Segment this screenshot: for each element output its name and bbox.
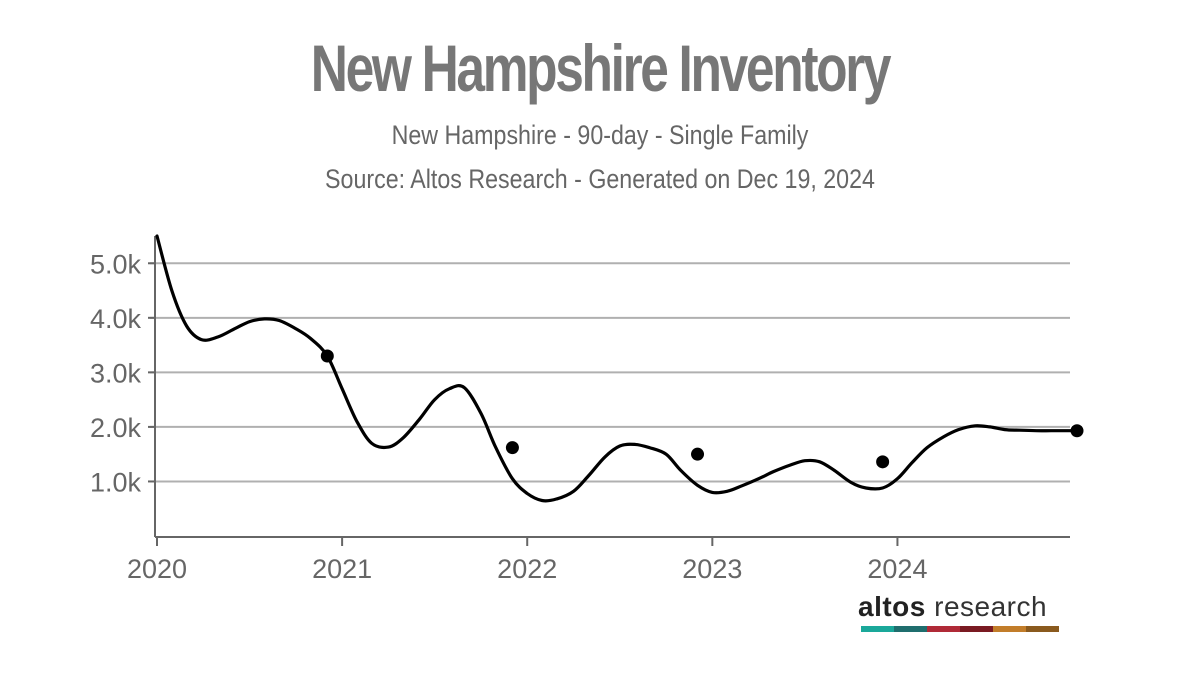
brand-text: altos research [858,590,1047,624]
y-tick-label: 1.0k [90,467,142,497]
series-group [155,234,1079,503]
data-point-marker [1070,424,1084,438]
x-tick-label: 2022 [497,554,557,584]
y-tick-label: 2.0k [90,413,142,443]
chart-source: Source: Altos Research - Generated on De… [325,164,875,194]
y-tick-label: 4.0k [90,304,142,334]
x-axis-ticks: 2020 2021 2022 2023 2024 [127,554,928,584]
axes [154,236,1070,546]
x-tick-label: 2024 [867,554,927,584]
y-tick-label: 5.0k [90,249,142,279]
x-tick-label: 2020 [127,554,187,584]
brand-word-altos: altos [858,591,926,622]
brand-color-bar [861,626,1059,632]
x-tick-label: 2021 [312,554,372,584]
data-point-marker [505,441,519,455]
brand-color-segment [861,626,894,632]
brand-color-segment [894,626,927,632]
gridlines [148,262,1070,483]
brand-color-segment [927,626,960,632]
altos-research-logo: altos research [858,590,1063,632]
brand-color-segment [1026,626,1059,632]
data-point-marker [876,455,890,469]
data-point-marker [320,349,334,363]
brand-word-research: research [925,591,1048,622]
brand-color-segment [960,626,993,632]
y-tick-label: 3.0k [90,358,142,388]
inventory-line [155,234,1079,503]
y-axis-ticks: 1.0k 2.0k 3.0k 4.0k 5.0k [90,249,142,497]
chart-subtitle: New Hampshire - 90-day - Single Family [391,120,809,150]
markers-group [320,349,1084,469]
x-tick-label: 2023 [682,554,742,584]
brand-color-segment [993,626,1026,632]
chart-title: New Hampshire Inventory [310,31,892,105]
data-point-marker [691,447,705,461]
